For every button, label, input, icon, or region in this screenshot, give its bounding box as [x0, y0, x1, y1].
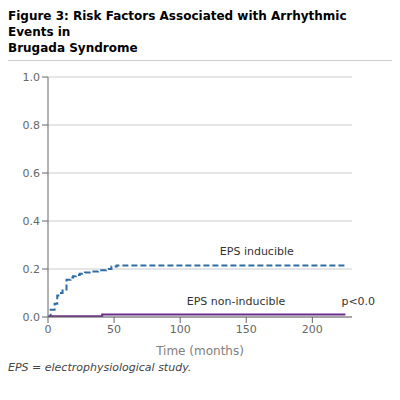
- svg-text:0.2: 0.2: [23, 263, 41, 276]
- svg-text:0.6: 0.6: [23, 167, 41, 180]
- svg-text:p<0.0: p<0.0: [341, 295, 375, 308]
- html-text:EPS = electrophysiological stu: EPS = electrophysiological study.: [8, 361, 192, 374]
- svg-text:0.0: 0.0: [23, 311, 41, 324]
- svg-text:EPS non-inducible: EPS non-inducible: [187, 295, 286, 308]
- svg-text:1.0: 1.0: [23, 71, 41, 84]
- html-text:Figure 3: Risk Factors Associa: Figure 3: Risk Factors Associated with A…: [8, 9, 347, 39]
- html-text:Brugada Syndrome: Brugada Syndrome: [8, 41, 138, 55]
- svg-text:0.4: 0.4: [23, 215, 41, 228]
- svg-text:200: 200: [302, 323, 323, 336]
- svg-text:EPS inducible: EPS inducible: [220, 245, 294, 258]
- svg-text:50: 50: [107, 323, 121, 336]
- svg-text:100: 100: [170, 323, 191, 336]
- svg-text:Time (months): Time (months): [155, 344, 244, 357]
- svg-text:150: 150: [236, 323, 257, 336]
- svg-text:0: 0: [45, 323, 52, 336]
- svg-text:0.8: 0.8: [23, 119, 41, 132]
